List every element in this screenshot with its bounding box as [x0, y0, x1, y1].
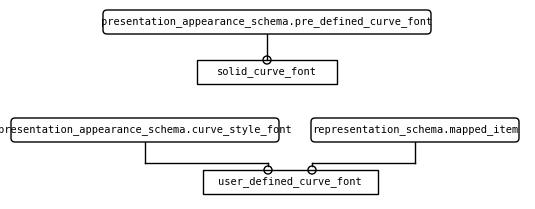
- FancyBboxPatch shape: [103, 10, 431, 34]
- Text: solid_curve_font: solid_curve_font: [217, 66, 317, 78]
- FancyBboxPatch shape: [11, 118, 279, 142]
- Bar: [197, 60, 337, 84]
- Text: representation_schema.mapped_item: representation_schema.mapped_item: [312, 125, 518, 135]
- Text: user_defined_curve_font: user_defined_curve_font: [218, 177, 362, 187]
- FancyBboxPatch shape: [311, 118, 519, 142]
- Text: presentation_appearance_schema.pre_defined_curve_font: presentation_appearance_schema.pre_defin…: [101, 17, 433, 27]
- Bar: [203, 170, 378, 194]
- Text: presentation_appearance_schema.curve_style_font: presentation_appearance_schema.curve_sty…: [0, 125, 292, 135]
